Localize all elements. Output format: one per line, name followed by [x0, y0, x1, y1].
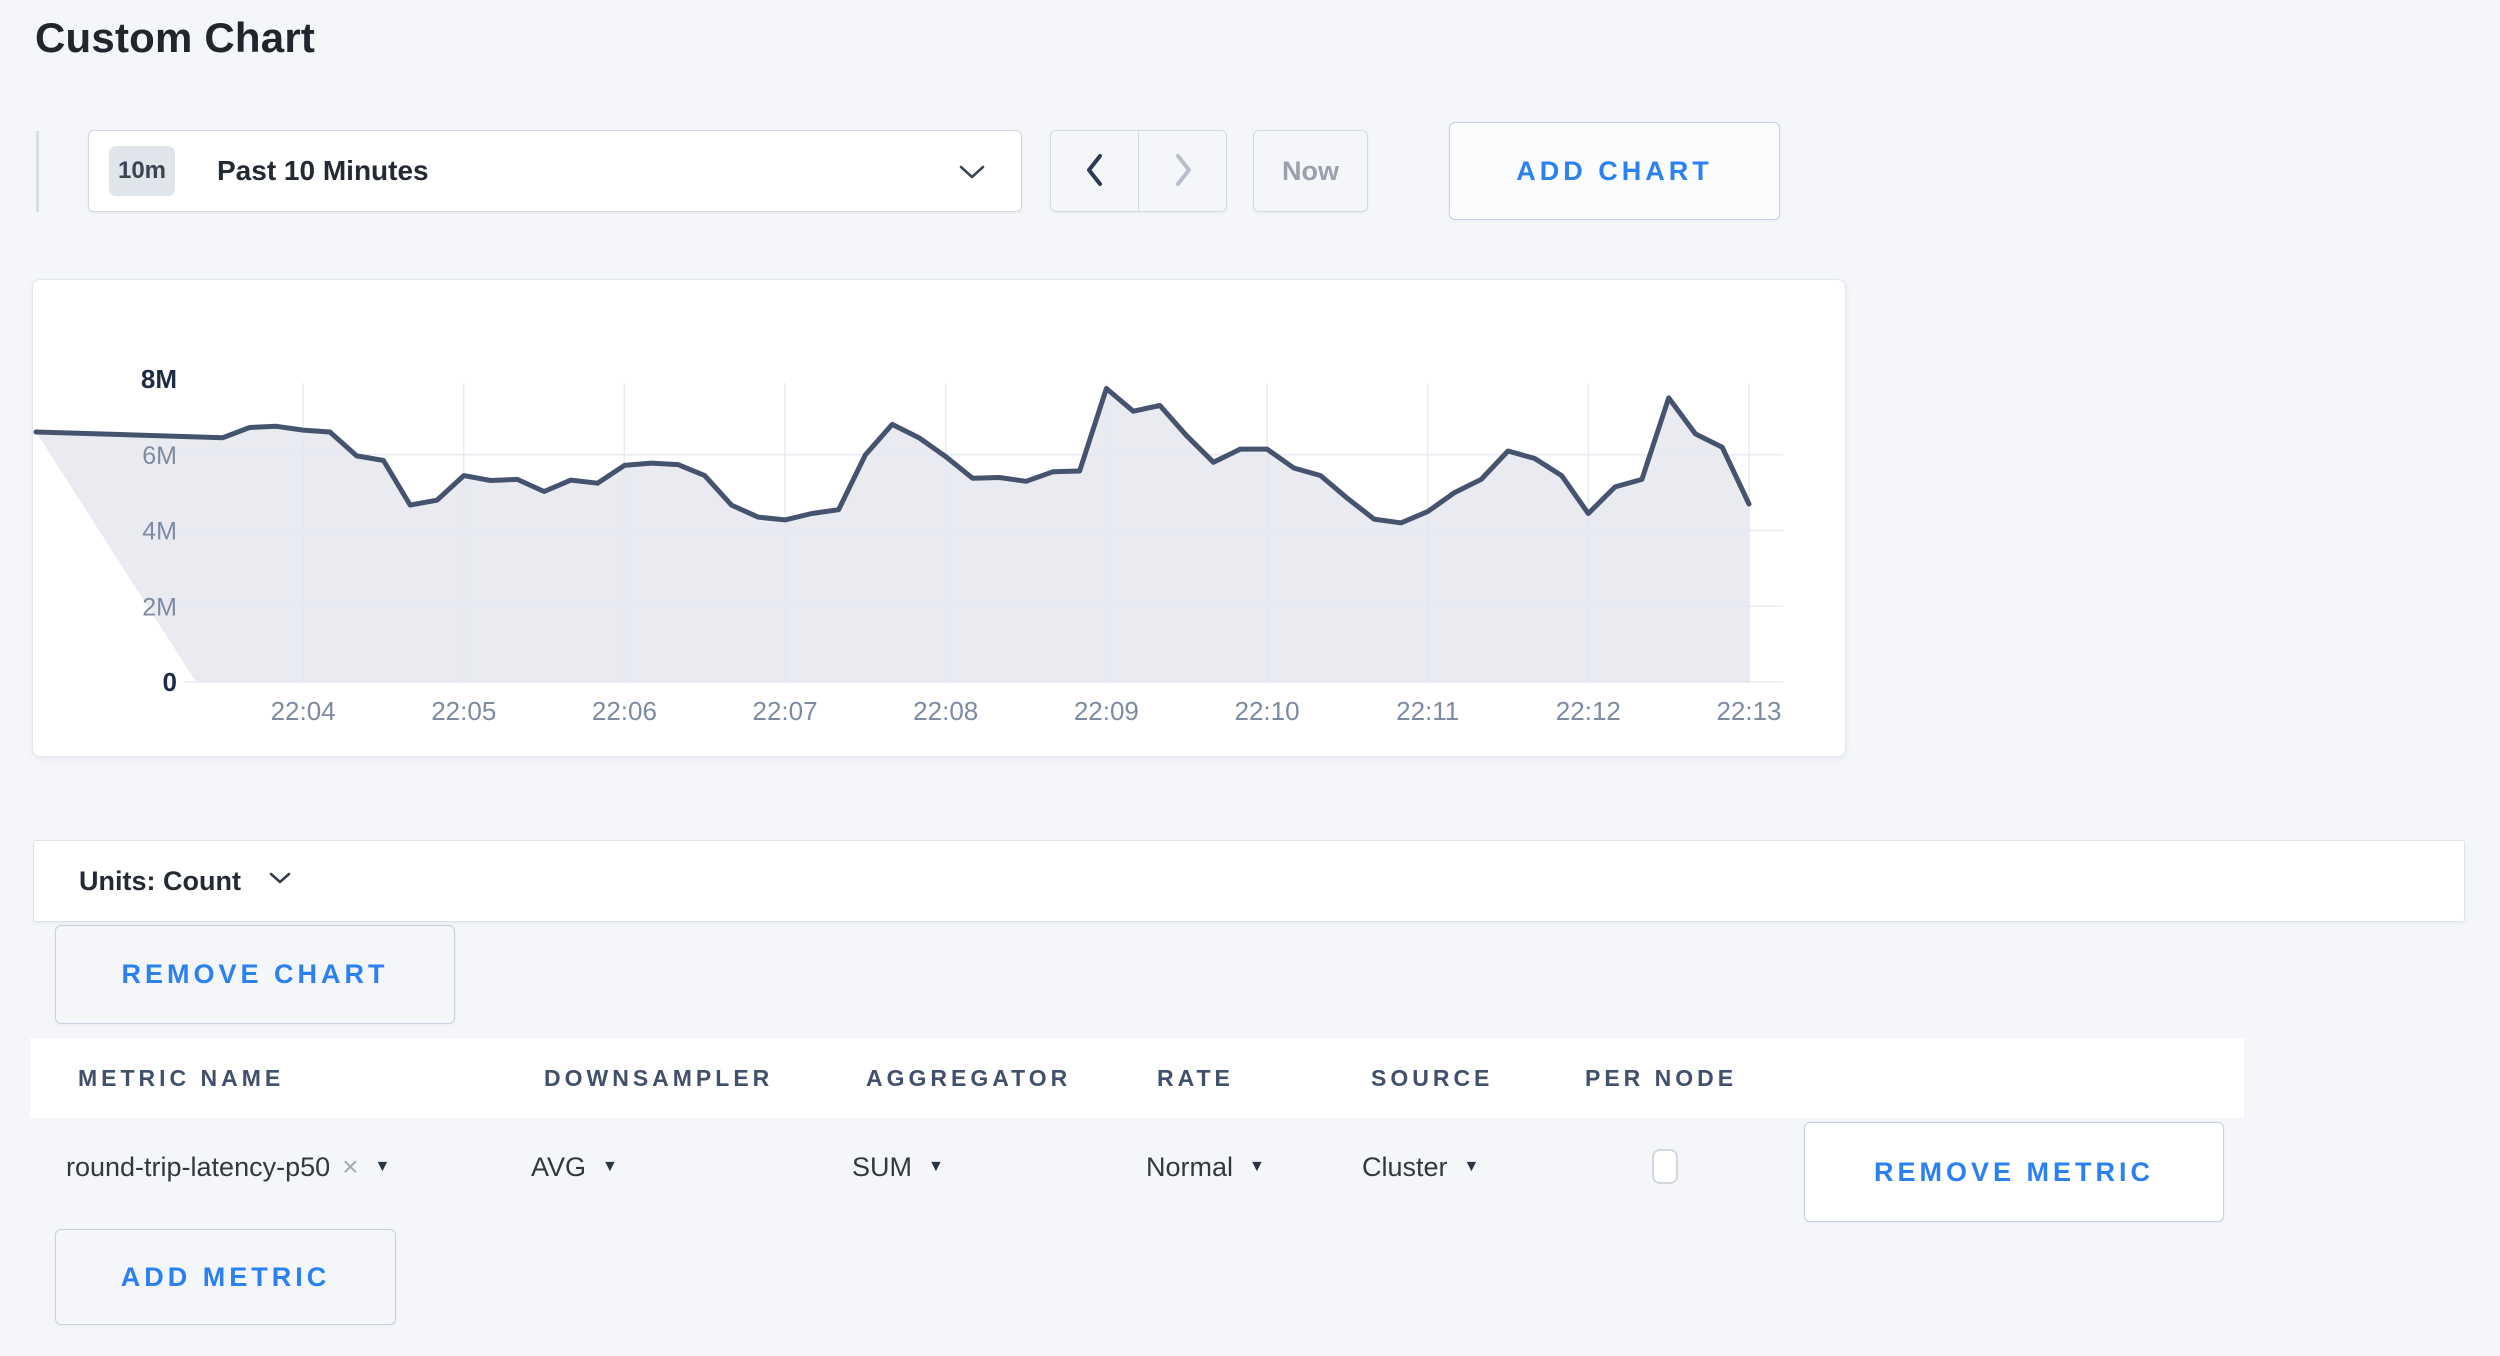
- metric-name-value: round-trip-latency-p50: [66, 1151, 331, 1182]
- units-label: Units: Count: [79, 865, 241, 896]
- add-metric-button[interactable]: ADD METRIC: [55, 1229, 396, 1325]
- metrics-table: METRIC NAME DOWNSAMPLER AGGREGATOR RATE …: [30, 1038, 2244, 1216]
- y-tick-label: 6M: [142, 442, 177, 470]
- caret-down-icon: ▼: [928, 1158, 944, 1175]
- per-node-checkbox[interactable]: [1652, 1149, 1678, 1184]
- x-tick-label: 22:04: [271, 696, 336, 726]
- y-tick-label: 8M: [141, 364, 177, 394]
- time-forward-button[interactable]: [1139, 131, 1226, 211]
- x-tick-label: 22:07: [753, 696, 818, 726]
- y-tick-label: 0: [163, 667, 177, 697]
- chevron-left-icon: [1084, 152, 1106, 191]
- toolbar-divider: [36, 131, 39, 212]
- chevron-down-icon: [269, 872, 291, 890]
- col-header-per-node: PER NODE: [1585, 1065, 1738, 1091]
- page-title: Custom Chart: [35, 14, 316, 61]
- col-header-downsampler: DOWNSAMPLER: [544, 1065, 774, 1091]
- col-header-rate: RATE: [1157, 1065, 1234, 1091]
- col-header-metric-name: METRIC NAME: [78, 1065, 285, 1091]
- time-range-label: Past 10 Minutes: [217, 155, 429, 186]
- aggregator-value: SUM: [852, 1151, 912, 1182]
- x-tick-label: 22:05: [431, 696, 496, 726]
- series-line: [33, 386, 1752, 526]
- y-tick-label: 2M: [142, 593, 177, 621]
- caret-down-icon: ▼: [374, 1158, 391, 1175]
- chevron-right-icon: [1172, 152, 1194, 191]
- x-tick-label: 22:13: [1716, 696, 1781, 726]
- x-tick-label: 22:08: [913, 696, 978, 726]
- metric-name-select[interactable]: round-trip-latency-p50 × ▼: [66, 1118, 390, 1216]
- units-dropdown[interactable]: Units: Count: [33, 840, 2465, 922]
- metric-row: round-trip-latency-p50 × ▼ AVG ▼ SUM ▼ N…: [30, 1118, 2244, 1216]
- aggregator-select[interactable]: SUM ▼: [852, 1118, 944, 1216]
- time-nav-group: [1050, 130, 1227, 212]
- clear-metric-icon[interactable]: ×: [342, 1151, 359, 1182]
- x-tick-label: 22:06: [592, 696, 657, 726]
- metric-area-chart[interactable]: 22:04 22:05 22:06 22:07 22:08 22:09 22:10 22:11…: [33, 280, 1845, 756]
- chart-card: 22:04 22:05 22:06 22:07 22:08 22:09 22:10 22:11…: [32, 279, 1846, 757]
- remove-metric-button[interactable]: REMOVE METRIC: [1804, 1122, 2224, 1222]
- add-chart-button[interactable]: ADD CHART: [1449, 122, 1780, 220]
- col-header-source: SOURCE: [1371, 1065, 1494, 1091]
- x-tick-label: 22:10: [1234, 696, 1299, 726]
- y-tick-label: 4M: [142, 518, 177, 546]
- source-select[interactable]: Cluster ▼: [1362, 1118, 1479, 1216]
- x-tick-label: 22:11: [1396, 696, 1459, 726]
- downsampler-select[interactable]: AVG ▼: [531, 1118, 618, 1216]
- metrics-table-header: METRIC NAME DOWNSAMPLER AGGREGATOR RATE …: [30, 1038, 2244, 1118]
- downsampler-value: AVG: [531, 1151, 587, 1182]
- col-header-aggregator: AGGREGATOR: [866, 1065, 1072, 1091]
- caret-down-icon: ▼: [1249, 1158, 1265, 1175]
- caret-down-icon: ▼: [602, 1158, 618, 1175]
- area-fill: [36, 388, 1749, 682]
- source-value: Cluster: [1362, 1151, 1448, 1182]
- caret-down-icon: ▼: [1463, 1158, 1480, 1175]
- remove-chart-button[interactable]: REMOVE CHART: [55, 925, 455, 1024]
- time-range-badge: 10m: [109, 146, 175, 196]
- rate-value: Normal: [1146, 1151, 1234, 1182]
- time-range-dropdown[interactable]: 10m Past 10 Minutes: [88, 130, 1022, 212]
- now-button[interactable]: Now: [1253, 130, 1368, 212]
- chevron-down-icon: [959, 165, 985, 185]
- rate-select[interactable]: Normal ▼: [1146, 1118, 1265, 1216]
- time-back-button[interactable]: [1051, 131, 1139, 211]
- x-tick-label: 22:09: [1074, 696, 1139, 726]
- x-tick-label: 22:12: [1556, 696, 1621, 726]
